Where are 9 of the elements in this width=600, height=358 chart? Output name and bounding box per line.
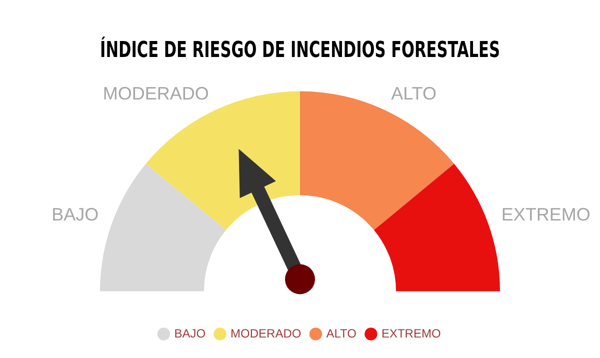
slice-label: BAJO	[52, 204, 99, 225]
legend-label: MODERADO	[230, 326, 302, 340]
slice-label: EXTREMO	[501, 204, 590, 225]
slice-label: ALTO	[391, 84, 436, 104]
legend-label: EXTREMO	[381, 326, 441, 340]
legend-label: BAJO	[174, 326, 206, 340]
legend-label: ALTO	[326, 326, 356, 340]
chart-title: ÍNDICE DE RIESGO DE INCENDIOS FORESTALES	[100, 36, 500, 63]
slice-label: MODERADO	[102, 84, 209, 104]
